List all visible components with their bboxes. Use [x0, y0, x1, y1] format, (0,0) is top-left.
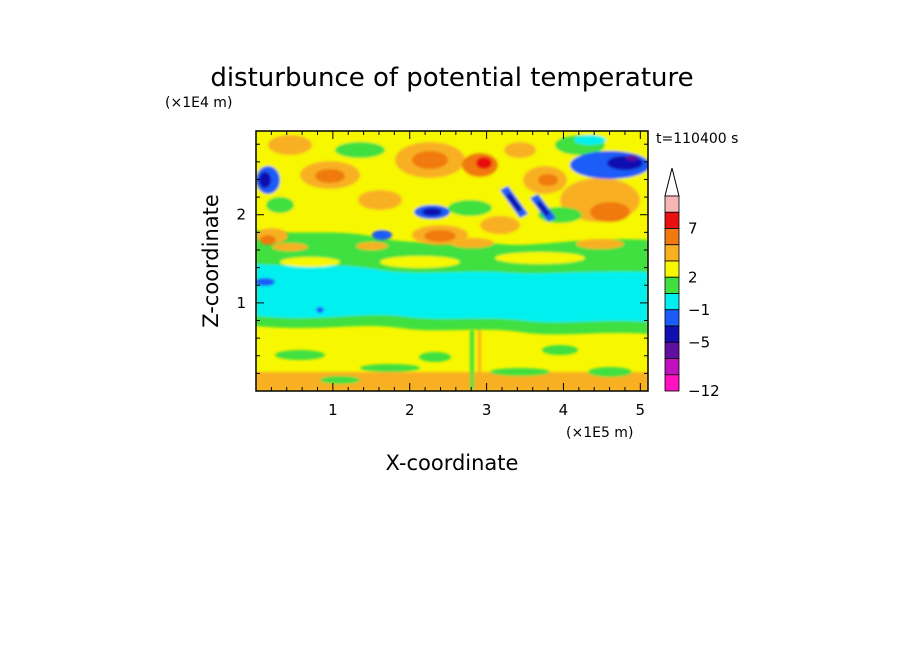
y-tick-label: 1: [236, 294, 246, 312]
colorbar-swatch: [664, 260, 680, 278]
x-tick-label: 3: [482, 401, 492, 419]
colorbar-swatch: [664, 211, 680, 229]
colorbar-extension: [664, 167, 680, 197]
lower-layer: [256, 320, 648, 391]
heatmap-field: [256, 131, 648, 391]
colorbar-label: −12: [688, 382, 720, 400]
plot-frame: [255, 130, 649, 392]
colorbar-label: −1: [688, 301, 710, 319]
colorbar-swatch: [664, 244, 680, 262]
colorbar-label: 7: [688, 220, 698, 238]
x-axis-title: X-coordinate: [386, 451, 519, 475]
x-tick-label: 2: [405, 401, 415, 419]
chart-title: disturbunce of potential temperature: [210, 63, 693, 93]
colorbar-label: 2: [688, 268, 698, 286]
x-tick-label: 1: [328, 401, 338, 419]
colorbar-swatch: [664, 228, 680, 246]
x-unit-label: (×1E5 m): [566, 425, 633, 441]
colorbar-labels: 7 2 −1 −5 −12: [688, 220, 720, 401]
colorbar-swatch: [664, 309, 680, 327]
colorbar-swatch: [664, 374, 680, 392]
colorbar: [664, 167, 680, 392]
colorbar-swatch: [664, 341, 680, 359]
y-tick-labels: 12: [236, 206, 246, 312]
colorbar-swatch: [664, 195, 680, 213]
x-tick-label: 4: [559, 401, 569, 419]
y-tick-label: 2: [236, 206, 246, 224]
colorbar-label: −5: [688, 333, 710, 351]
colorbar-swatch: [664, 325, 680, 343]
x-tick-label: 5: [636, 401, 646, 419]
colorbar-swatch: [664, 276, 680, 294]
x-tick-labels: 1 2 3 4 5: [328, 401, 645, 419]
y-axis-title: Z-coordinate: [199, 194, 223, 328]
upper-layer: [256, 131, 648, 245]
time-label: t=110400 s: [656, 131, 738, 147]
colorbar-swatch: [664, 358, 680, 376]
y-unit-label: (×1E4 m): [165, 95, 232, 111]
middle-layers: [256, 230, 648, 335]
axis-ticks: [256, 131, 648, 391]
colorbar-swatch: [664, 293, 680, 311]
